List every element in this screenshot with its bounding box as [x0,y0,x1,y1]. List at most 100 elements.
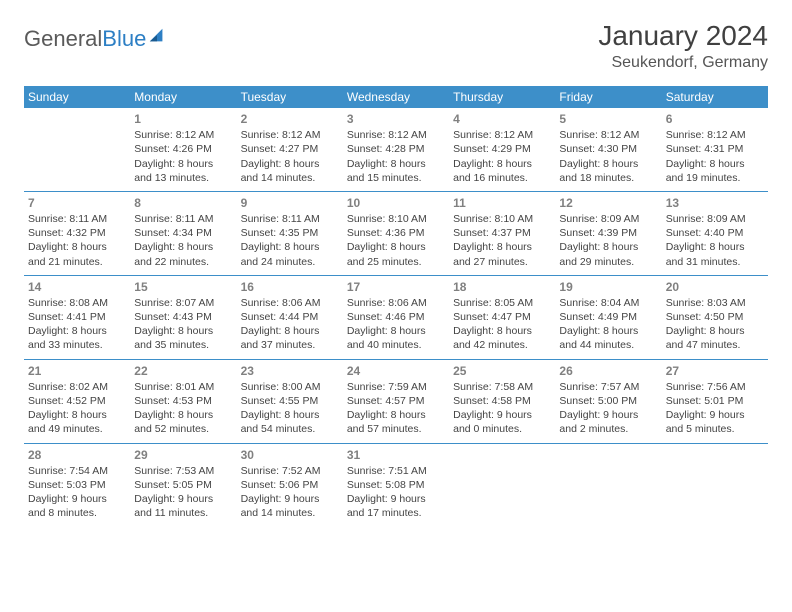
daylight2-text: and 49 minutes. [28,422,126,436]
sunset-text: Sunset: 4:37 PM [453,226,551,240]
day-number: 2 [241,111,339,127]
daylight2-text: and 54 minutes. [241,422,339,436]
day-number: 29 [134,447,232,463]
calendar-cell: 15Sunrise: 8:07 AMSunset: 4:43 PMDayligh… [130,276,236,359]
day-number: 17 [347,279,445,295]
sunrise-text: Sunrise: 8:06 AM [241,296,339,310]
daylight2-text: and 31 minutes. [666,255,764,269]
sunset-text: Sunset: 4:31 PM [666,142,764,156]
calendar-cell: 18Sunrise: 8:05 AMSunset: 4:47 PMDayligh… [449,276,555,359]
sunset-text: Sunset: 5:00 PM [559,394,657,408]
logo-text: GeneralBlue [24,26,146,52]
page: GeneralBlue January 2024 Seukendorf, Ger… [0,0,792,542]
daylight1-text: Daylight: 8 hours [666,157,764,171]
daylight2-text: and 42 minutes. [453,338,551,352]
logo: GeneralBlue [24,26,166,52]
daylight2-text: and 44 minutes. [559,338,657,352]
daylight2-text: and 29 minutes. [559,255,657,269]
sunset-text: Sunset: 4:27 PM [241,142,339,156]
daylight1-text: Daylight: 8 hours [134,408,232,422]
sunset-text: Sunset: 5:03 PM [28,478,126,492]
sunset-text: Sunset: 5:05 PM [134,478,232,492]
daylight2-text: and 27 minutes. [453,255,551,269]
sunset-text: Sunset: 4:52 PM [28,394,126,408]
daylight1-text: Daylight: 8 hours [559,324,657,338]
day-number: 18 [453,279,551,295]
calendar-cell: 10Sunrise: 8:10 AMSunset: 4:36 PMDayligh… [343,192,449,275]
logo-blue: Blue [102,26,146,51]
daylight2-text: and 21 minutes. [28,255,126,269]
header: GeneralBlue January 2024 Seukendorf, Ger… [24,20,768,72]
calendar-cell [555,444,661,527]
day-number: 1 [134,111,232,127]
calendar-cell: 12Sunrise: 8:09 AMSunset: 4:39 PMDayligh… [555,192,661,275]
daylight2-text: and 18 minutes. [559,171,657,185]
sunrise-text: Sunrise: 8:12 AM [347,128,445,142]
daylight2-text: and 25 minutes. [347,255,445,269]
page-title: January 2024 [598,20,768,52]
calendar-cell: 8Sunrise: 8:11 AMSunset: 4:34 PMDaylight… [130,192,236,275]
sunset-text: Sunset: 4:44 PM [241,310,339,324]
calendar-cell [662,444,768,527]
sunrise-text: Sunrise: 8:11 AM [241,212,339,226]
sunset-text: Sunset: 4:47 PM [453,310,551,324]
daylight1-text: Daylight: 9 hours [347,492,445,506]
daylight1-text: Daylight: 8 hours [559,157,657,171]
weekday-tuesday: Tuesday [237,86,343,108]
calendar-cell: 29Sunrise: 7:53 AMSunset: 5:05 PMDayligh… [130,444,236,527]
sunset-text: Sunset: 4:26 PM [134,142,232,156]
weekday-saturday: Saturday [662,86,768,108]
day-number: 6 [666,111,764,127]
day-number: 10 [347,195,445,211]
daylight1-text: Daylight: 9 hours [134,492,232,506]
daylight1-text: Daylight: 8 hours [28,408,126,422]
page-subtitle: Seukendorf, Germany [598,54,768,72]
daylight2-text: and 35 minutes. [134,338,232,352]
daylight2-text: and 8 minutes. [28,506,126,520]
daylight1-text: Daylight: 8 hours [347,324,445,338]
daylight1-text: Daylight: 8 hours [347,408,445,422]
sunset-text: Sunset: 4:34 PM [134,226,232,240]
sunrise-text: Sunrise: 8:02 AM [28,380,126,394]
day-number: 8 [134,195,232,211]
weekday-thursday: Thursday [449,86,555,108]
daylight2-text: and 33 minutes. [28,338,126,352]
day-number: 9 [241,195,339,211]
sunrise-text: Sunrise: 7:56 AM [666,380,764,394]
weekday-sunday: Sunday [24,86,130,108]
calendar-cell [449,444,555,527]
calendar-cell: 14Sunrise: 8:08 AMSunset: 4:41 PMDayligh… [24,276,130,359]
calendar-cell: 13Sunrise: 8:09 AMSunset: 4:40 PMDayligh… [662,192,768,275]
daylight1-text: Daylight: 9 hours [666,408,764,422]
daylight2-text: and 15 minutes. [347,171,445,185]
sunset-text: Sunset: 4:32 PM [28,226,126,240]
sunrise-text: Sunrise: 8:06 AM [347,296,445,310]
sunset-text: Sunset: 5:08 PM [347,478,445,492]
daylight2-text: and 22 minutes. [134,255,232,269]
sunrise-text: Sunrise: 8:07 AM [134,296,232,310]
calendar-cell: 27Sunrise: 7:56 AMSunset: 5:01 PMDayligh… [662,360,768,443]
sunset-text: Sunset: 4:39 PM [559,226,657,240]
daylight2-text: and 47 minutes. [666,338,764,352]
title-block: January 2024 Seukendorf, Germany [598,20,768,72]
daylight2-text: and 19 minutes. [666,171,764,185]
daylight2-text: and 17 minutes. [347,506,445,520]
logo-general: General [24,26,102,51]
sunset-text: Sunset: 4:36 PM [347,226,445,240]
calendar-cell: 24Sunrise: 7:59 AMSunset: 4:57 PMDayligh… [343,360,449,443]
calendar-cell: 1Sunrise: 8:12 AMSunset: 4:26 PMDaylight… [130,108,236,191]
daylight2-text: and 37 minutes. [241,338,339,352]
sunrise-text: Sunrise: 8:12 AM [559,128,657,142]
daylight2-text: and 13 minutes. [134,171,232,185]
sunrise-text: Sunrise: 7:54 AM [28,464,126,478]
calendar-cell: 28Sunrise: 7:54 AMSunset: 5:03 PMDayligh… [24,444,130,527]
sunrise-text: Sunrise: 7:57 AM [559,380,657,394]
sunrise-text: Sunrise: 8:12 AM [241,128,339,142]
calendar-cell: 9Sunrise: 8:11 AMSunset: 4:35 PMDaylight… [237,192,343,275]
calendar-cell [24,108,130,191]
daylight2-text: and 2 minutes. [559,422,657,436]
week-row: 7Sunrise: 8:11 AMSunset: 4:32 PMDaylight… [24,192,768,276]
sunrise-text: Sunrise: 8:10 AM [347,212,445,226]
calendar-cell: 23Sunrise: 8:00 AMSunset: 4:55 PMDayligh… [237,360,343,443]
day-number: 31 [347,447,445,463]
